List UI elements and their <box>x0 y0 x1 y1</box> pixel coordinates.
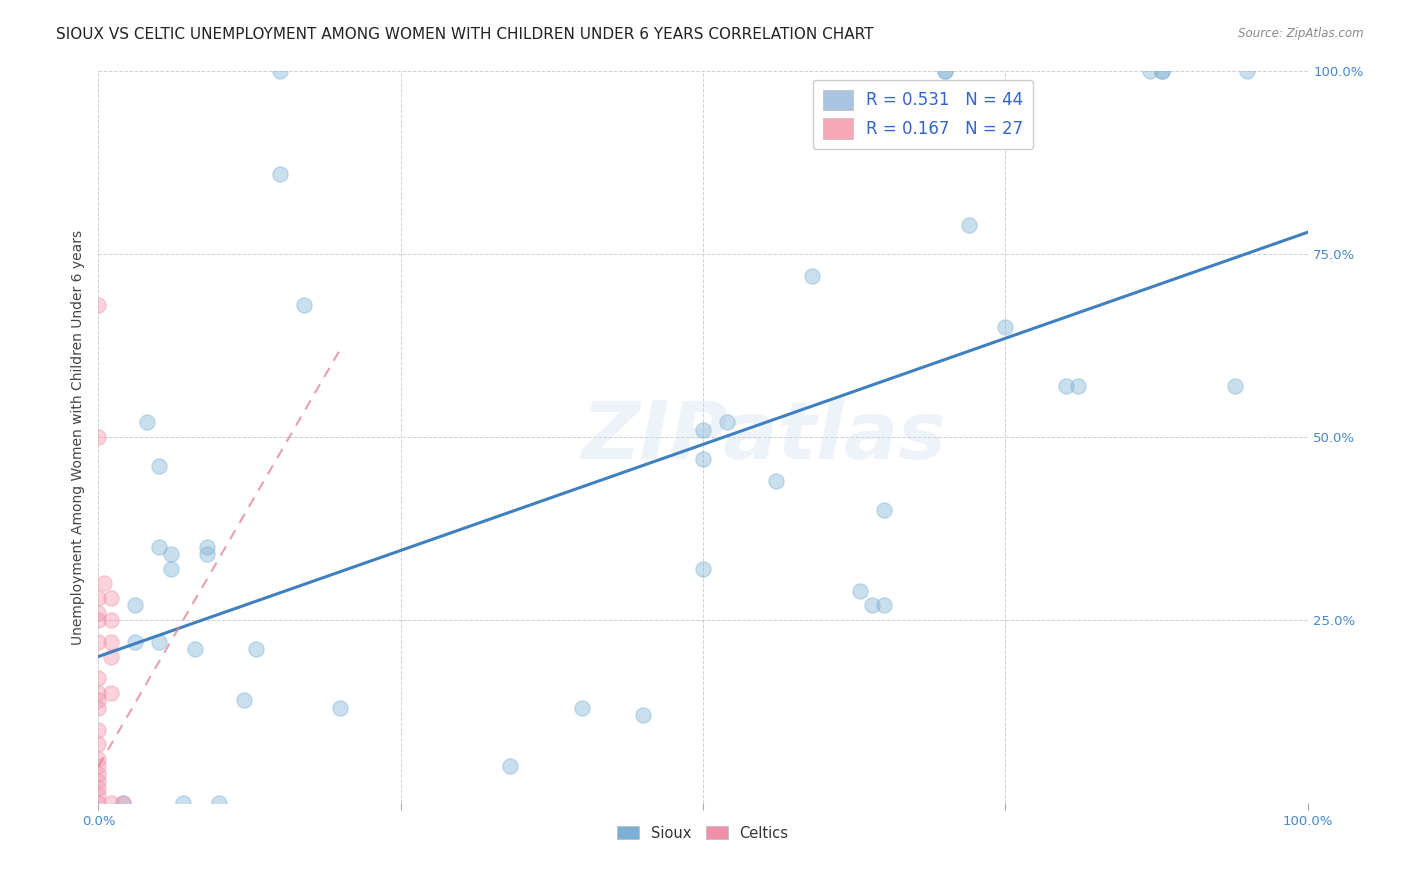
Point <box>160 562 183 576</box>
Point <box>269 167 291 181</box>
Text: ZIPatlas: ZIPatlas <box>581 398 946 476</box>
Point <box>87 723 110 737</box>
Point <box>957 218 980 232</box>
Point <box>692 562 714 576</box>
Point <box>87 686 110 700</box>
Point <box>93 576 115 591</box>
Point <box>87 796 110 810</box>
Point <box>100 591 122 605</box>
Point <box>1139 64 1161 78</box>
Point <box>135 416 157 430</box>
Point <box>87 773 110 788</box>
Point <box>100 635 122 649</box>
Point <box>498 759 520 773</box>
Y-axis label: Unemployment Among Women with Children Under 6 years: Unemployment Among Women with Children U… <box>72 229 86 645</box>
Point <box>184 642 207 657</box>
Point <box>716 416 738 430</box>
Point <box>87 606 110 620</box>
Point <box>1067 379 1090 393</box>
Point <box>571 700 593 714</box>
Point <box>1152 64 1174 78</box>
Point <box>269 64 291 78</box>
Point <box>87 693 110 707</box>
Point <box>172 796 194 810</box>
Point <box>934 64 956 78</box>
Point <box>1223 379 1246 393</box>
Point <box>873 503 896 517</box>
Point <box>87 298 110 312</box>
Point <box>245 642 267 657</box>
Text: SIOUX VS CELTIC UNEMPLOYMENT AMONG WOMEN WITH CHILDREN UNDER 6 YEARS CORRELATION: SIOUX VS CELTIC UNEMPLOYMENT AMONG WOMEN… <box>56 27 873 42</box>
Text: Source: ZipAtlas.com: Source: ZipAtlas.com <box>1239 27 1364 40</box>
Point <box>292 298 315 312</box>
Point <box>631 708 654 723</box>
Point <box>934 64 956 78</box>
Point <box>1152 64 1174 78</box>
Point <box>87 591 110 605</box>
Point <box>87 789 110 803</box>
Point <box>860 599 883 613</box>
Point <box>124 599 146 613</box>
Point <box>208 796 231 810</box>
Point <box>800 269 823 284</box>
Point <box>692 452 714 467</box>
Point <box>1236 64 1258 78</box>
Point <box>148 459 170 474</box>
Point <box>849 583 872 598</box>
Point <box>111 796 134 810</box>
Point <box>692 423 714 437</box>
Point <box>994 320 1017 334</box>
Point <box>1054 379 1077 393</box>
Point <box>87 737 110 751</box>
Point <box>160 547 183 561</box>
Point <box>124 635 146 649</box>
Point <box>87 752 110 766</box>
Legend: Sioux, Celtics: Sioux, Celtics <box>612 820 794 847</box>
Point <box>329 700 352 714</box>
Point <box>195 540 218 554</box>
Point <box>87 759 110 773</box>
Point <box>148 635 170 649</box>
Point <box>765 474 787 488</box>
Point <box>87 700 110 714</box>
Point <box>232 693 254 707</box>
Point <box>87 781 110 796</box>
Point <box>100 686 122 700</box>
Point <box>87 766 110 780</box>
Point <box>873 599 896 613</box>
Point <box>87 430 110 444</box>
Point <box>87 635 110 649</box>
Point <box>87 672 110 686</box>
Point <box>87 613 110 627</box>
Point <box>100 649 122 664</box>
Point <box>148 540 170 554</box>
Point <box>111 796 134 810</box>
Point <box>195 547 218 561</box>
Point <box>100 613 122 627</box>
Point <box>100 796 122 810</box>
